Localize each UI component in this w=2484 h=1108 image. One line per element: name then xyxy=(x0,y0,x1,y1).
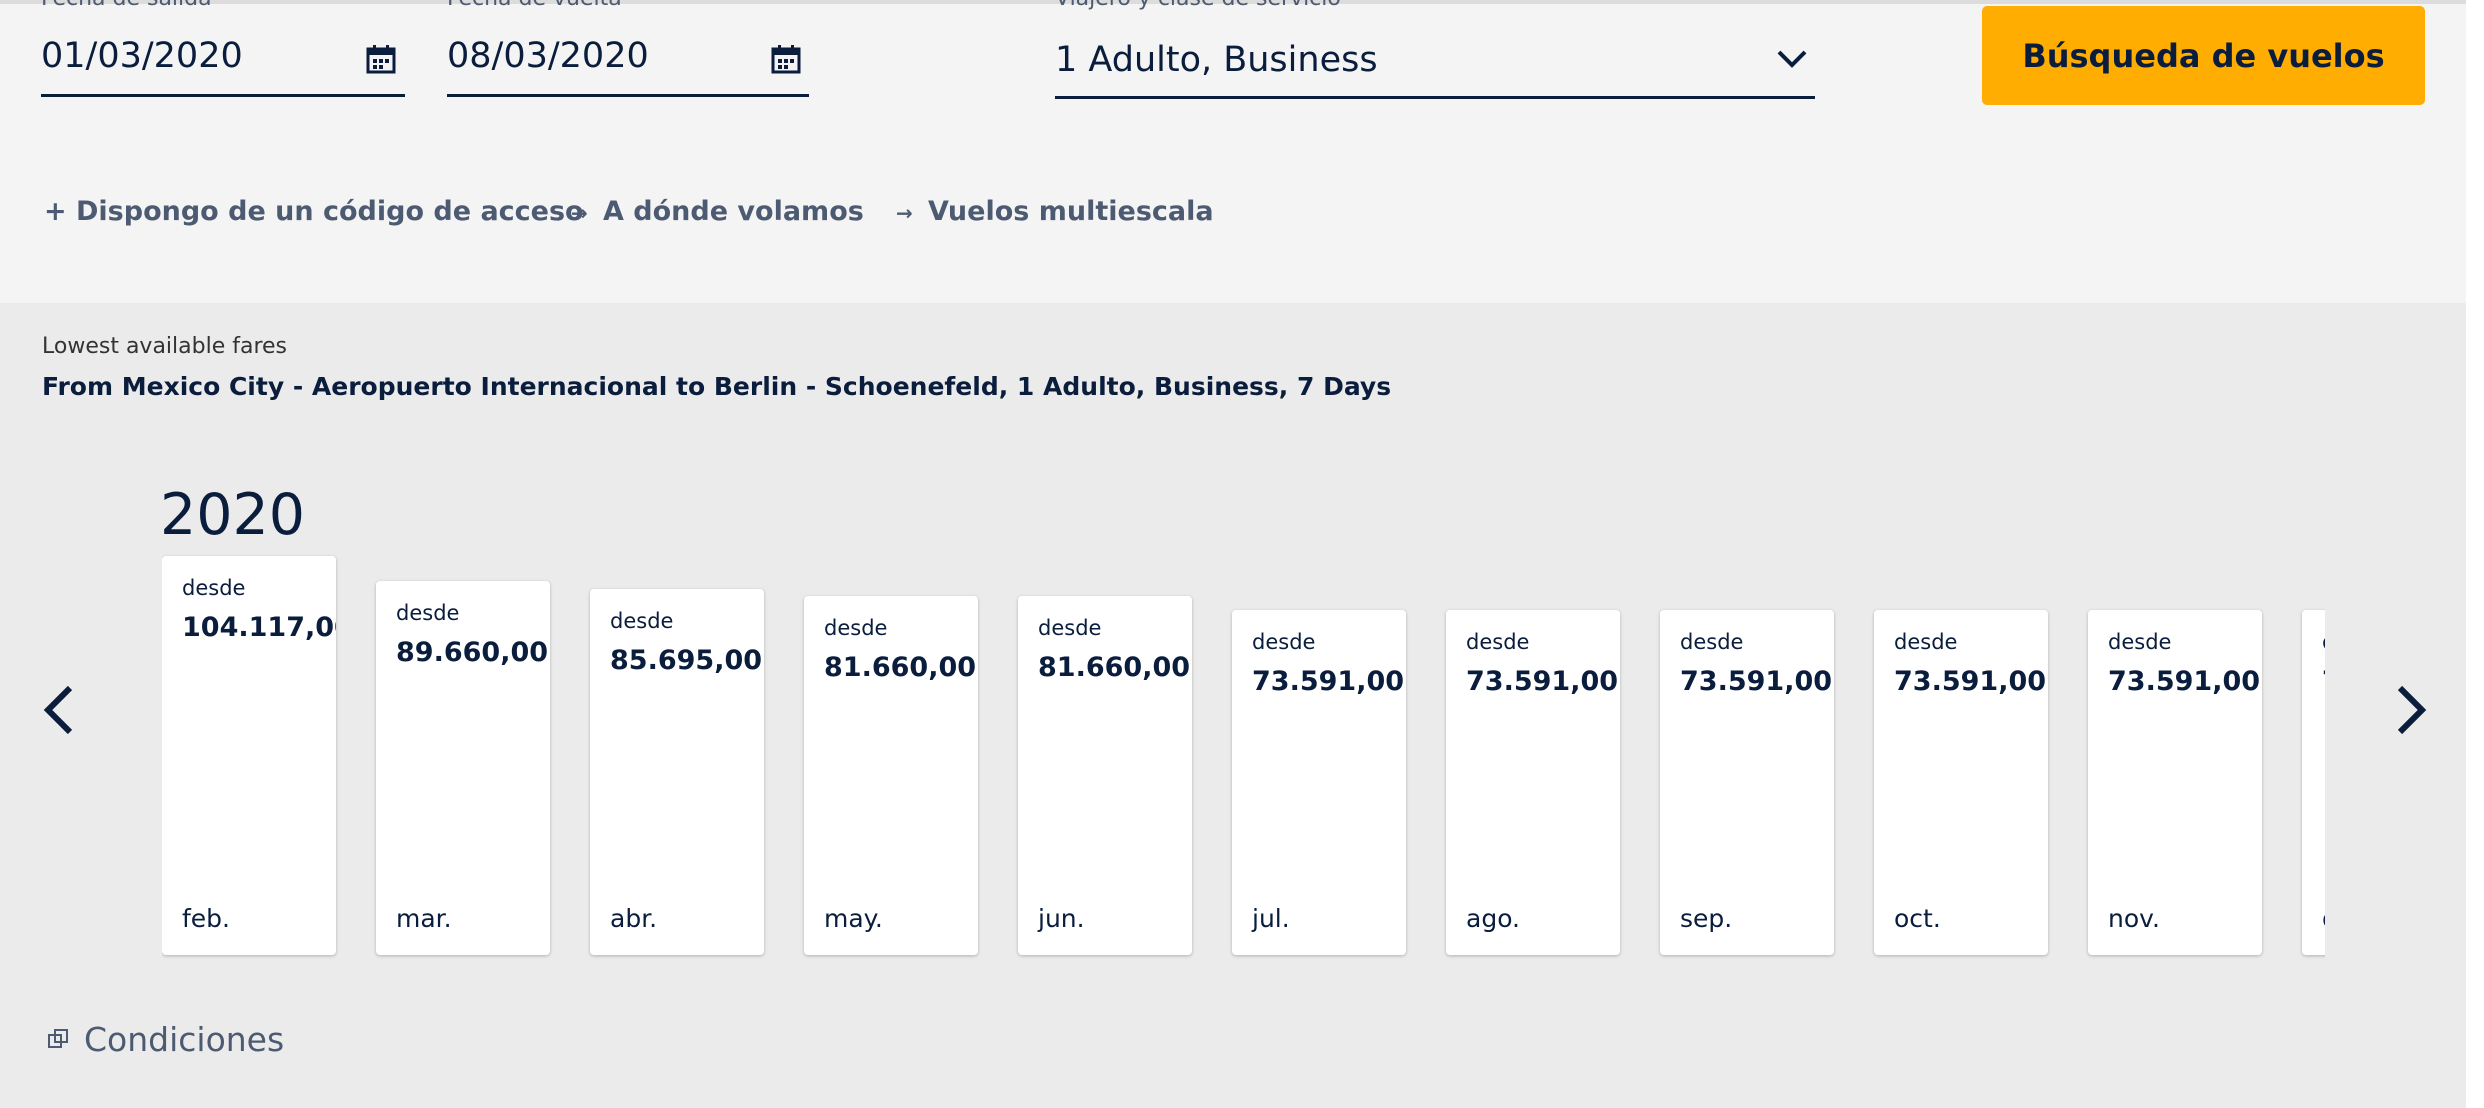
fare-card[interactable]: desde 73.591,00 MXN jul. xyxy=(1232,610,1406,955)
fare-month: sep. xyxy=(1680,904,1733,933)
fare-month: oct. xyxy=(1894,904,1941,933)
fare-month: jun. xyxy=(1038,904,1085,933)
travellers-select[interactable]: 1 Adulto, Business xyxy=(1055,40,1378,80)
underline xyxy=(1055,96,1815,99)
underline xyxy=(41,94,405,97)
search-button[interactable]: Búsqueda de vuelos xyxy=(1982,6,2425,105)
return-date[interactable]: 08/03/2020 xyxy=(447,36,649,76)
fare-prefix: desde xyxy=(182,576,246,600)
fare-card[interactable]: desde 81.660,00 MXN jun. xyxy=(1018,596,1192,955)
fare-price: 89.660,00 MXN xyxy=(396,637,550,668)
fare-price: 85.695,00 MXN xyxy=(610,645,764,676)
fare-price: 73.591,00 MXN xyxy=(1680,666,1834,697)
arrow-icon: → xyxy=(896,201,913,225)
link[interactable]: Dispongo de un código de acceso xyxy=(76,196,584,227)
year: 2020 xyxy=(160,482,306,548)
route: From Mexico City - Aeropuerto Internacio… xyxy=(42,372,1392,401)
fare-prefix: desde xyxy=(1680,630,1744,654)
calendar-icon[interactable] xyxy=(771,44,801,74)
departure-date[interactable]: 01/03/2020 xyxy=(41,36,243,76)
fare-month: feb. xyxy=(182,904,230,933)
fare-cards: desde 104.117,00 MXN feb. desde 89.660,00 MX… xyxy=(162,540,2325,970)
fare-prefix: desde xyxy=(396,601,460,625)
link[interactable]: A dónde volamos xyxy=(603,196,864,227)
underline xyxy=(447,94,809,97)
fare-card[interactable]: desde 73.591,00 MXN sep. xyxy=(1660,610,1834,955)
fare-prefix: desde xyxy=(1038,616,1102,640)
fare-prefix: desde xyxy=(2322,630,2325,654)
fare-prefix: desde xyxy=(1252,630,1316,654)
prev-arrow[interactable] xyxy=(38,684,78,736)
fare-card[interactable]: desde 73.591,00 MXN oct. xyxy=(1874,610,2048,955)
fare-month: dic. xyxy=(2322,904,2325,933)
fare-price: 73.591,00 MXN xyxy=(2322,666,2325,697)
fare-card[interactable]: desde 85.695,00 MXN abr. xyxy=(590,589,764,955)
fare-card[interactable]: desde 89.660,00 MXN mar. xyxy=(376,581,550,955)
fare-card[interactable]: desde 73.591,00 MXN ago. xyxy=(1446,610,1620,955)
calendar-icon[interactable] xyxy=(366,44,396,74)
field-label: Viajero y clase de servicio xyxy=(1055,0,1341,11)
fare-card[interactable]: desde 81.660,00 MXN may. xyxy=(804,596,978,955)
fare-prefix: desde xyxy=(2108,630,2172,654)
next-arrow[interactable] xyxy=(2392,684,2432,736)
conditions-link[interactable]: Condiciones xyxy=(84,1020,285,1059)
fare-card[interactable]: desde 73.591,00 MXN dic. xyxy=(2302,610,2325,955)
fare-price: 73.591,00 MXN xyxy=(1894,666,2048,697)
fare-prefix: desde xyxy=(824,616,888,640)
chevron-down[interactable] xyxy=(1776,48,1808,70)
field-label: Fecha de salida xyxy=(41,0,212,11)
fare-prefix: desde xyxy=(610,609,674,633)
fare-price: 81.660,00 MXN xyxy=(824,652,978,683)
fare-month: jul. xyxy=(1252,904,1290,933)
fare-prefix: desde xyxy=(1894,630,1958,654)
fare-price: 73.591,00 MXN xyxy=(2108,666,2262,697)
fare-month: ago. xyxy=(1466,904,1520,933)
external-icon xyxy=(48,1029,68,1048)
link[interactable]: Vuelos multiescala xyxy=(928,196,1214,227)
fare-month: nov. xyxy=(2108,904,2160,933)
fare-month: may. xyxy=(824,904,883,933)
plus-icon: + xyxy=(44,196,67,227)
fare-month: mar. xyxy=(396,904,452,933)
fares-heading: Lowest available fares xyxy=(42,334,288,359)
fare-price: 73.591,00 MXN xyxy=(1252,666,1406,697)
field-label: Fecha de vuelta xyxy=(447,0,622,11)
fare-prefix: desde xyxy=(1466,630,1530,654)
fare-price: 104.117,00 MXN xyxy=(182,612,336,643)
fare-price: 81.660,00 MXN xyxy=(1038,652,1192,683)
fare-price: 73.591,00 MXN xyxy=(1466,666,1620,697)
arrow-icon: → xyxy=(571,201,588,225)
fare-month: abr. xyxy=(610,904,658,933)
fare-card[interactable]: desde 73.591,00 MXN nov. xyxy=(2088,610,2262,955)
fare-card[interactable]: desde 104.117,00 MXN feb. xyxy=(162,556,336,955)
